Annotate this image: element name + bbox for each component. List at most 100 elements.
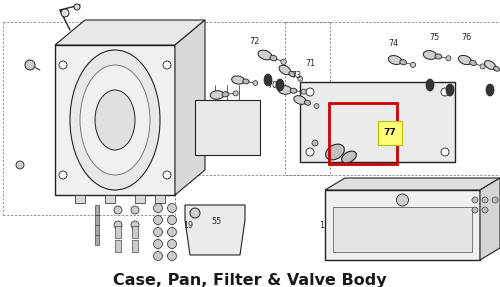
Ellipse shape [289, 71, 295, 77]
Bar [95, 215, 99, 225]
Circle shape [168, 239, 176, 249]
Circle shape [163, 171, 171, 179]
Circle shape [154, 228, 162, 236]
Ellipse shape [95, 90, 135, 150]
Circle shape [16, 161, 24, 169]
Circle shape [480, 64, 485, 69]
Circle shape [482, 207, 488, 213]
Bar [95, 235, 99, 245]
Circle shape [154, 216, 162, 224]
Bar [135, 195, 145, 203]
Ellipse shape [264, 74, 272, 86]
Circle shape [314, 104, 319, 108]
Bar [132, 226, 138, 238]
Circle shape [154, 239, 162, 249]
Ellipse shape [484, 61, 496, 69]
Ellipse shape [222, 92, 229, 97]
Ellipse shape [278, 86, 292, 94]
Circle shape [472, 197, 478, 203]
Ellipse shape [304, 100, 310, 105]
Circle shape [59, 61, 67, 69]
Text: 77: 77 [384, 128, 396, 137]
Text: 70: 70 [267, 80, 277, 90]
Circle shape [168, 203, 176, 212]
Ellipse shape [435, 54, 442, 59]
Bar [115, 226, 121, 238]
Circle shape [61, 9, 69, 17]
Polygon shape [325, 178, 500, 190]
Bar [329, 103, 396, 164]
Circle shape [74, 4, 80, 10]
Circle shape [233, 91, 238, 96]
Ellipse shape [210, 91, 224, 99]
Polygon shape [185, 205, 245, 255]
Circle shape [168, 251, 176, 261]
Text: 72: 72 [250, 38, 260, 46]
Ellipse shape [458, 55, 471, 65]
Circle shape [253, 81, 258, 86]
Circle shape [168, 216, 176, 224]
Bar [195, 100, 260, 155]
Ellipse shape [80, 65, 150, 175]
Circle shape [154, 251, 162, 261]
Bar [95, 205, 99, 215]
Polygon shape [55, 20, 205, 45]
Circle shape [482, 197, 488, 203]
Circle shape [131, 221, 139, 229]
Circle shape [298, 76, 302, 81]
Ellipse shape [424, 51, 436, 59]
Text: 55: 55 [211, 218, 221, 226]
Text: 19: 19 [183, 220, 193, 230]
Circle shape [114, 221, 122, 229]
Bar [105, 195, 115, 203]
Bar [95, 225, 99, 235]
Bar [132, 240, 138, 252]
Ellipse shape [388, 55, 402, 65]
Circle shape [441, 148, 449, 156]
Circle shape [396, 194, 408, 206]
Bar [378, 121, 402, 145]
Ellipse shape [276, 79, 284, 91]
Circle shape [25, 60, 35, 70]
Ellipse shape [232, 76, 244, 84]
Circle shape [154, 203, 162, 212]
Bar [333, 207, 472, 252]
Circle shape [59, 171, 67, 179]
Circle shape [301, 89, 306, 94]
Circle shape [312, 140, 318, 146]
Text: 1: 1 [320, 220, 324, 230]
Ellipse shape [290, 88, 297, 93]
Ellipse shape [326, 144, 344, 160]
Text: 76: 76 [461, 34, 471, 42]
Ellipse shape [486, 84, 494, 96]
Circle shape [441, 88, 449, 96]
Text: 73: 73 [291, 71, 301, 79]
Ellipse shape [446, 84, 454, 96]
Ellipse shape [494, 66, 500, 71]
Bar [300, 82, 455, 162]
Bar [325, 190, 480, 260]
Circle shape [114, 206, 122, 214]
Circle shape [410, 62, 416, 67]
Ellipse shape [242, 79, 249, 84]
Bar [55, 45, 175, 195]
Circle shape [131, 206, 139, 214]
Text: 71: 71 [305, 59, 315, 67]
Circle shape [306, 88, 314, 96]
Bar [75, 195, 85, 203]
Circle shape [472, 207, 478, 213]
Ellipse shape [270, 55, 277, 61]
Ellipse shape [400, 60, 406, 65]
Circle shape [306, 148, 314, 156]
Ellipse shape [426, 79, 434, 91]
Ellipse shape [258, 50, 272, 60]
Circle shape [446, 56, 451, 61]
Text: 74: 74 [388, 38, 398, 48]
Text: 75: 75 [429, 34, 439, 42]
Circle shape [163, 61, 171, 69]
Text: Case, Pan, Filter & Valve Body: Case, Pan, Filter & Valve Body [113, 273, 387, 287]
Polygon shape [480, 178, 500, 260]
Ellipse shape [70, 50, 160, 190]
Circle shape [281, 59, 286, 65]
Ellipse shape [279, 65, 291, 75]
